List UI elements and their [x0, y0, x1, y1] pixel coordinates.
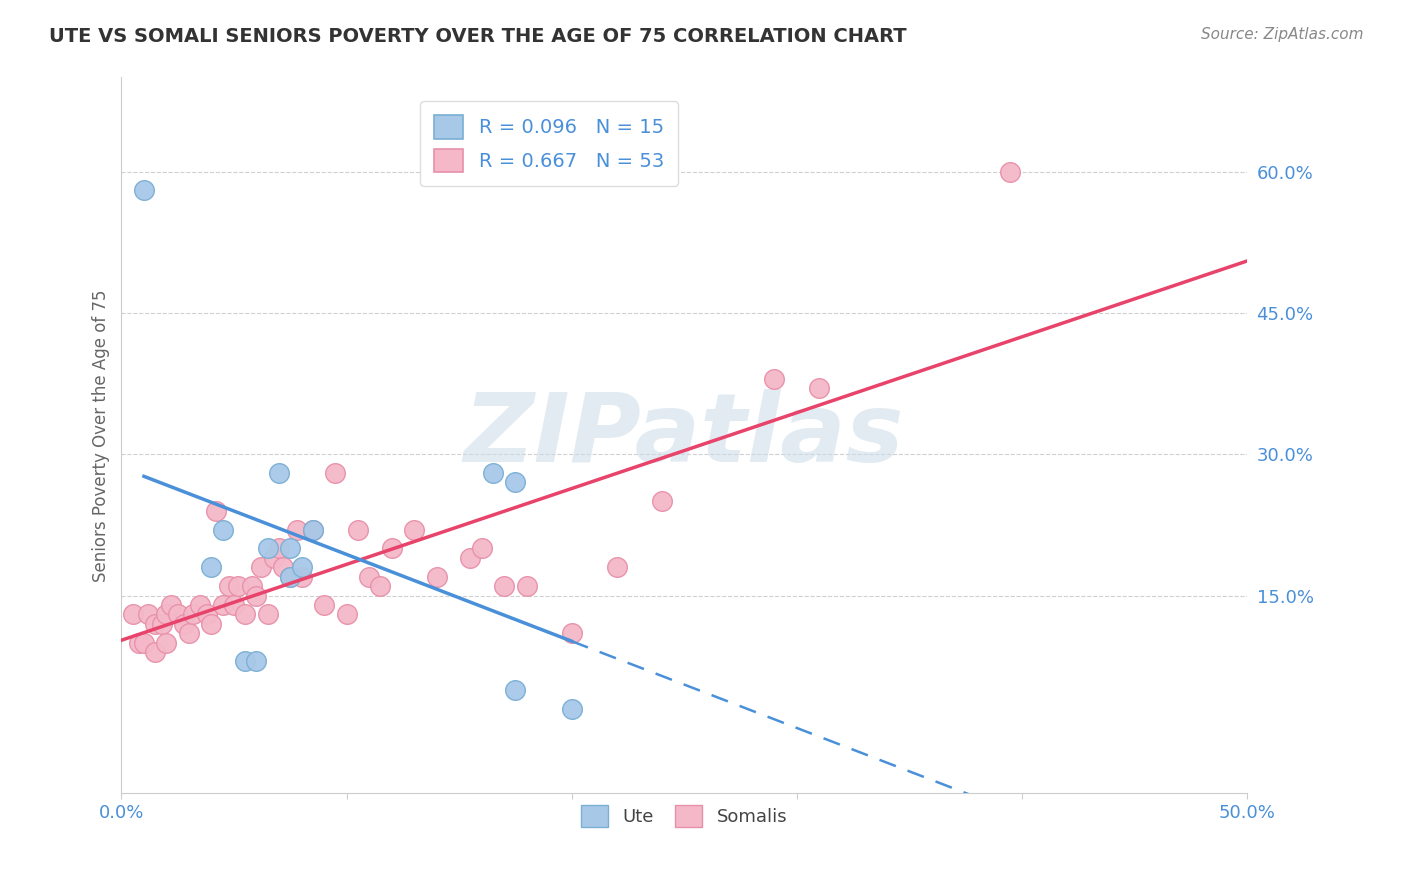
Legend: Ute, Somalis: Ute, Somalis	[574, 798, 794, 834]
Point	[346, 523, 368, 537]
Point	[651, 494, 673, 508]
Point	[150, 616, 173, 631]
Point	[177, 626, 200, 640]
Point	[323, 466, 346, 480]
Point	[200, 560, 222, 574]
Point	[561, 701, 583, 715]
Point	[211, 598, 233, 612]
Point	[132, 635, 155, 649]
Point	[368, 579, 391, 593]
Point	[606, 560, 628, 574]
Point	[763, 372, 786, 386]
Point	[357, 570, 380, 584]
Point	[240, 579, 263, 593]
Point	[173, 616, 195, 631]
Point	[312, 598, 335, 612]
Point	[267, 541, 290, 556]
Point	[505, 475, 527, 490]
Point	[285, 523, 308, 537]
Point	[278, 570, 301, 584]
Point	[166, 607, 188, 622]
Point	[128, 635, 150, 649]
Text: ZIPatlas: ZIPatlas	[464, 389, 904, 482]
Point	[808, 381, 831, 395]
Point	[256, 607, 278, 622]
Point	[290, 560, 312, 574]
Point	[494, 579, 516, 593]
Point	[205, 504, 228, 518]
Point	[425, 570, 447, 584]
Point	[233, 655, 256, 669]
Point	[256, 541, 278, 556]
Point	[1000, 164, 1022, 178]
Point	[250, 560, 273, 574]
Point	[143, 616, 166, 631]
Point	[155, 635, 177, 649]
Point	[482, 466, 505, 480]
Point	[471, 541, 494, 556]
Point	[245, 589, 267, 603]
Point	[183, 607, 205, 622]
Point	[516, 579, 538, 593]
Point	[290, 570, 312, 584]
Point	[267, 466, 290, 480]
Point	[218, 579, 240, 593]
Point	[402, 523, 425, 537]
Point	[263, 550, 285, 565]
Point	[273, 560, 295, 574]
Point	[195, 607, 218, 622]
Point	[505, 682, 527, 697]
Point	[200, 616, 222, 631]
Y-axis label: Seniors Poverty Over the Age of 75: Seniors Poverty Over the Age of 75	[93, 289, 110, 582]
Point	[561, 626, 583, 640]
Point	[301, 523, 323, 537]
Point	[301, 523, 323, 537]
Point	[155, 607, 177, 622]
Point	[132, 184, 155, 198]
Point	[143, 645, 166, 659]
Point	[278, 570, 301, 584]
Point	[245, 655, 267, 669]
Point	[138, 607, 160, 622]
Point	[160, 598, 183, 612]
Text: UTE VS SOMALI SENIORS POVERTY OVER THE AGE OF 75 CORRELATION CHART: UTE VS SOMALI SENIORS POVERTY OVER THE A…	[49, 27, 907, 45]
Point	[335, 607, 357, 622]
Point	[222, 598, 245, 612]
Point	[188, 598, 211, 612]
Point	[233, 607, 256, 622]
Point	[460, 550, 482, 565]
Point	[211, 523, 233, 537]
Point	[228, 579, 250, 593]
Text: Source: ZipAtlas.com: Source: ZipAtlas.com	[1201, 27, 1364, 42]
Point	[380, 541, 402, 556]
Point	[121, 607, 143, 622]
Point	[278, 541, 301, 556]
